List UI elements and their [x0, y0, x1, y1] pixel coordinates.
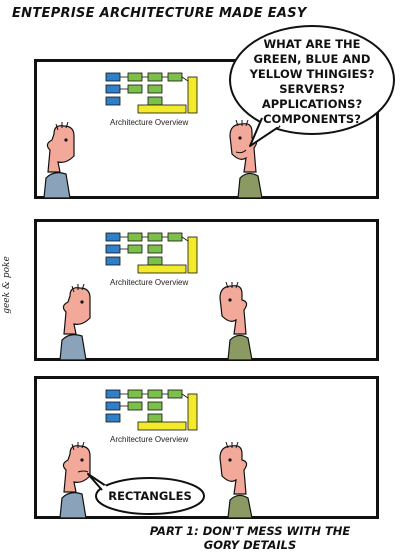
comic-caption: PART 1: DON'T MESS WITH THE GORY DETAILS [120, 524, 380, 552]
comic-title: ENTEPRISE ARCHITECTURE MADE EASY [12, 6, 307, 21]
artist-credit-text: geek & poke [1, 256, 12, 314]
right-character-1 [229, 119, 263, 198]
speech-bubble-3 [87, 473, 205, 515]
right-character-3 [219, 441, 253, 518]
diagram-label-2: Architecture Overview [110, 278, 189, 287]
panel-2 [34, 219, 379, 361]
architecture-diagram-1 [105, 72, 198, 114]
left-character-1 [43, 122, 75, 198]
artist-credit: geek & poke [2, 250, 28, 330]
panel-3 [34, 376, 379, 519]
diagram-label-1: Architecture Overview [110, 118, 189, 127]
speech-line: APPLICATIONS? [261, 97, 363, 111]
speech-line: SERVERS? [279, 82, 345, 96]
right-character-2 [219, 281, 253, 360]
left-character-2 [59, 284, 91, 360]
diagram-label-3: Architecture Overview [110, 435, 189, 444]
speech-line: YELLOW THINGIES? [249, 67, 375, 81]
speech-text-3: RECTANGLES [108, 489, 192, 503]
speech-line: COMPONENTS? [263, 112, 361, 126]
architecture-diagram-3 [105, 389, 198, 431]
speech-line: WHAT ARE THE [263, 37, 361, 51]
speech-bubble-1 [229, 25, 395, 147]
caption-line: PART 1: DON'T MESS WITH THE [149, 524, 351, 538]
speech-line: GREEN, BLUE AND [253, 52, 371, 66]
left-character-3 [59, 442, 91, 518]
architecture-diagram-2 [105, 232, 198, 274]
speech-text-1: WHAT ARE THE GREEN, BLUE AND YELLOW THIN… [238, 37, 386, 127]
caption-line: GORY DETAILS [203, 538, 297, 552]
